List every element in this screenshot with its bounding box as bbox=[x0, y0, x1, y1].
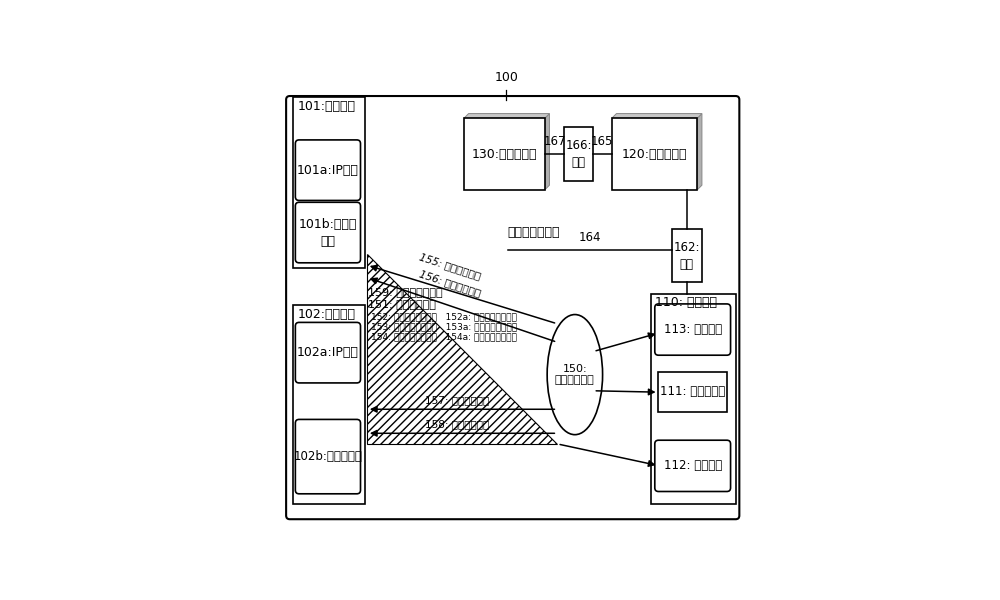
Ellipse shape bbox=[547, 314, 603, 434]
Text: 130:记帐服务器: 130:记帐服务器 bbox=[472, 148, 537, 161]
Text: 101:通信设备: 101:通信设备 bbox=[297, 100, 355, 113]
Text: 151: 广播控制信号: 151: 广播控制信号 bbox=[368, 299, 436, 308]
Text: 162:
节点: 162: 节点 bbox=[674, 241, 700, 271]
Text: 154: 广播侧行链路信号   154a: 多播侧行链路信号: 154: 广播侧行链路信号 154a: 多播侧行链路信号 bbox=[371, 333, 517, 342]
Text: 101a:IP主机: 101a:IP主机 bbox=[297, 164, 359, 176]
FancyBboxPatch shape bbox=[651, 294, 736, 504]
Polygon shape bbox=[367, 254, 557, 444]
Polygon shape bbox=[697, 113, 702, 190]
Text: 157: 单播上行链路: 157: 单播上行链路 bbox=[425, 395, 489, 405]
Text: 120:计费服务器: 120:计费服务器 bbox=[622, 148, 687, 161]
FancyBboxPatch shape bbox=[464, 118, 545, 190]
Text: 153: 广播上行链路信号   153a: 多播上行链路信号: 153: 广播上行链路信号 153a: 多播上行链路信号 bbox=[371, 323, 517, 332]
FancyBboxPatch shape bbox=[295, 419, 361, 494]
Text: 166:
节点: 166: 节点 bbox=[566, 139, 592, 169]
Text: 155: 单播上行链路: 155: 单播上行链路 bbox=[418, 251, 482, 281]
Text: 152: 广播下行链路信号   152a: 多播下行链路信号: 152: 广播下行链路信号 152a: 多播下行链路信号 bbox=[371, 313, 517, 322]
FancyBboxPatch shape bbox=[655, 304, 731, 355]
FancyBboxPatch shape bbox=[293, 97, 365, 268]
FancyBboxPatch shape bbox=[564, 127, 593, 181]
FancyBboxPatch shape bbox=[295, 202, 361, 263]
FancyBboxPatch shape bbox=[658, 372, 727, 412]
FancyBboxPatch shape bbox=[286, 96, 739, 519]
Text: 164: 164 bbox=[579, 231, 601, 244]
Polygon shape bbox=[545, 113, 549, 190]
FancyBboxPatch shape bbox=[655, 440, 731, 491]
FancyBboxPatch shape bbox=[612, 118, 697, 190]
Text: 102b:调制解调器: 102b:调制解调器 bbox=[293, 450, 362, 463]
Text: 113: 回程接口: 113: 回程接口 bbox=[664, 323, 722, 336]
Text: 167: 167 bbox=[543, 135, 566, 148]
FancyBboxPatch shape bbox=[672, 229, 702, 282]
Text: 159: 端对端侧行链路: 159: 端对端侧行链路 bbox=[368, 287, 443, 298]
Text: 102:通信设备: 102:通信设备 bbox=[297, 308, 355, 320]
Text: 112: 基站接口: 112: 基站接口 bbox=[664, 460, 722, 472]
Text: 110: 接入节点: 110: 接入节点 bbox=[655, 296, 717, 309]
Text: 158: 单播下行链路: 158: 单播下行链路 bbox=[425, 419, 489, 429]
Polygon shape bbox=[612, 113, 702, 118]
Text: 100: 100 bbox=[495, 71, 518, 83]
Text: 111: 接入路由器: 111: 接入路由器 bbox=[660, 385, 725, 398]
Text: 102a:IP主机: 102a:IP主机 bbox=[297, 346, 359, 359]
Text: 101b:调制解
调器: 101b:调制解 调器 bbox=[299, 218, 357, 248]
FancyBboxPatch shape bbox=[295, 140, 361, 200]
Text: 150:
接入通信链路: 150: 接入通信链路 bbox=[555, 364, 595, 385]
FancyBboxPatch shape bbox=[293, 305, 365, 504]
Text: 165: 165 bbox=[590, 135, 613, 148]
Polygon shape bbox=[464, 113, 549, 118]
Text: 到其它接入节点: 到其它接入节点 bbox=[507, 226, 560, 239]
Text: 156: 单播下行链路: 156: 单播下行链路 bbox=[418, 269, 482, 298]
FancyBboxPatch shape bbox=[295, 322, 361, 383]
